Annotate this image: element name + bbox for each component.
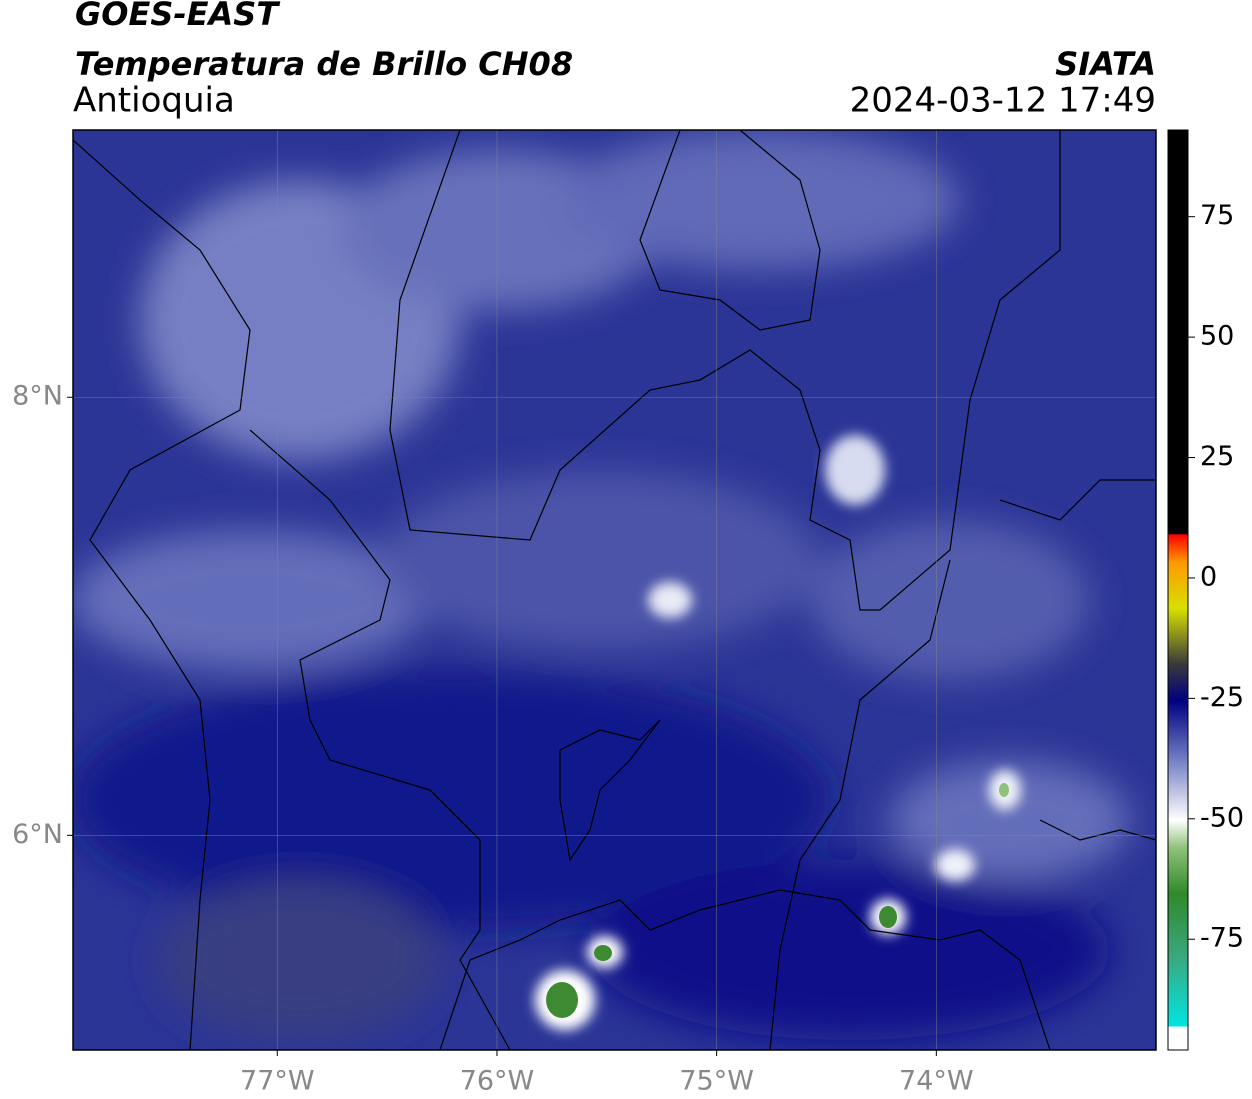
title: GOES-EAST [75,0,280,33]
colorbar-tick-label: 75 [1200,200,1234,231]
colorbar-tick-label: -50 [1200,802,1244,833]
y-tick-label: 6°N [12,819,63,850]
colorbar-tick-label: 50 [1200,321,1234,352]
x-tick-label: 74°W [899,1066,974,1097]
source: SIATA [1055,45,1156,83]
colorbar [1167,129,1189,1051]
grid [73,130,1156,1050]
colorbar-tick-label: 0 [1200,561,1217,592]
x-tick-label: 76°W [460,1066,535,1097]
subtitle: Temperatura de Brillo CH08 [75,45,573,83]
x-tick-label: 75°W [679,1066,754,1097]
colorbar-tick-label: -75 [1200,923,1244,954]
map-frame [72,129,1157,1051]
map-image [73,130,1156,1050]
y-tick-label: 8°N [12,381,63,412]
timestamp: 2024-03-12 17:49 [850,81,1156,121]
region: Antioquia [73,81,235,121]
x-tick-label: 77°W [240,1066,315,1097]
colorbar-tick-label: 25 [1200,441,1234,472]
colorbar-tick-label: -25 [1200,682,1244,713]
